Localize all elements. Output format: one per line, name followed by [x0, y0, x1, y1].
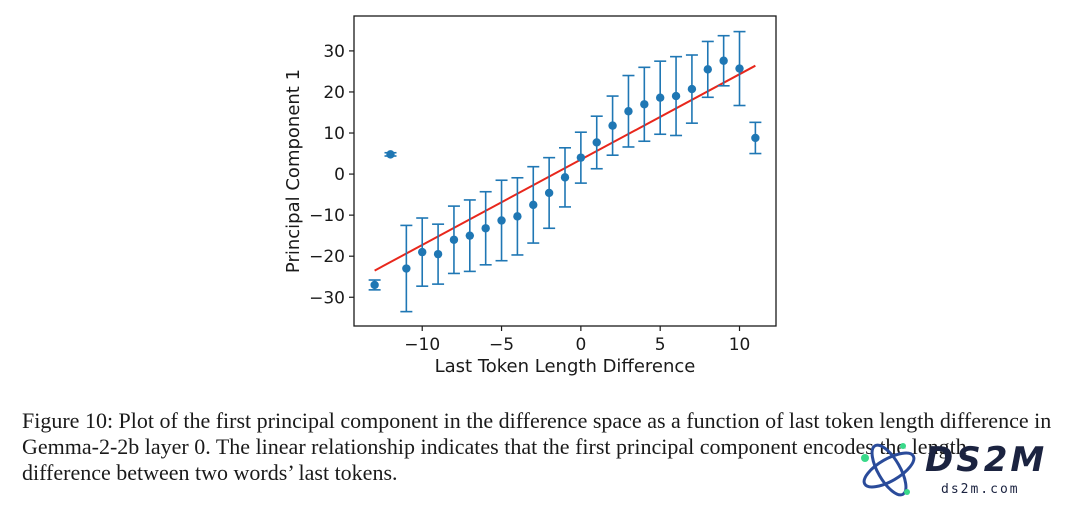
y-tick-label: 30	[323, 42, 345, 62]
data-point	[449, 235, 459, 244]
data-point	[481, 224, 490, 233]
x-tick-label: −10	[404, 335, 440, 355]
data-point	[640, 100, 649, 109]
watermark-brand: DS2M	[925, 440, 1048, 480]
y-tick-label: 0	[334, 165, 345, 185]
data-points	[370, 56, 760, 290]
data-point	[719, 56, 728, 65]
watermark-logo: DS2M ds2m.com	[855, 436, 1070, 504]
x-tick-label: 0	[575, 335, 586, 355]
plot-frame	[353, 15, 777, 327]
data-point	[386, 150, 395, 159]
x-axis-label: Last Token Length Difference	[435, 356, 696, 377]
data-point	[608, 121, 617, 130]
data-point	[544, 188, 554, 198]
data-point	[703, 65, 712, 74]
y-tick-label: 10	[323, 124, 345, 144]
data-point	[513, 212, 522, 221]
data-point	[370, 280, 379, 290]
data-point	[655, 93, 665, 102]
x-axis-ticks: −10 −5 0 5 10	[404, 326, 750, 355]
data-point	[465, 231, 475, 240]
data-point	[735, 64, 744, 73]
data-point	[624, 107, 633, 116]
data-point	[687, 84, 697, 94]
figure-caption: Figure 10: Plot of the first principal c…	[22, 408, 1052, 485]
data-point	[576, 153, 586, 162]
atom-logo-icon	[861, 443, 916, 497]
y-tick-label: −20	[309, 247, 345, 267]
x-tick-label: 10	[729, 335, 751, 355]
data-point	[497, 216, 506, 225]
data-point	[560, 173, 570, 182]
data-point	[418, 247, 427, 257]
x-tick-label: 5	[655, 335, 666, 355]
chart: −10 −5 0 5 10 −30 −20 −10 0 10 20 30 Last Token Le…	[283, 15, 777, 377]
data-point	[402, 264, 411, 273]
y-tick-label: −10	[309, 206, 345, 226]
x-tick-label: −5	[489, 335, 514, 355]
data-point	[592, 138, 601, 147]
y-tick-label: −30	[309, 288, 345, 308]
data-point	[751, 133, 760, 143]
error-bars	[368, 30, 762, 313]
y-axis-label: Principal Component 1	[283, 69, 304, 273]
data-point	[671, 91, 681, 101]
watermark-site: ds2m.com	[941, 482, 1020, 497]
y-axis-ticks: −30 −20 −10 0 10 20 30	[309, 42, 354, 308]
data-point	[433, 249, 443, 259]
data-point	[529, 200, 538, 210]
y-tick-label: 20	[323, 83, 345, 103]
